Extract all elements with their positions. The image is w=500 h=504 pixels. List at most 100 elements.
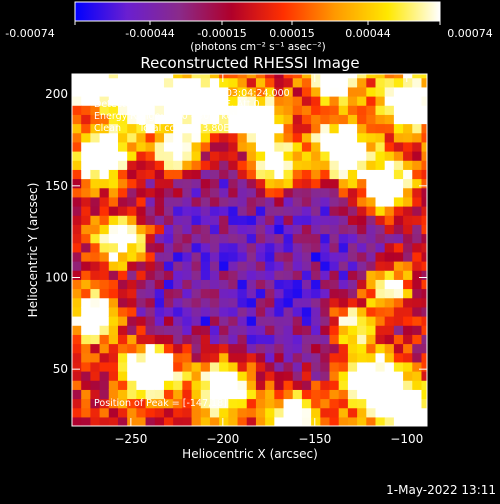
heatmap-cell	[366, 288, 377, 299]
heatmap-cell	[357, 407, 367, 418]
heatmap-cell	[347, 77, 358, 88]
heatmap-cell	[182, 86, 193, 97]
heatmap-cell	[375, 74, 386, 79]
heatmap-cell	[173, 105, 183, 115]
heatmap-cell	[90, 270, 101, 280]
heatmap-cell	[173, 316, 183, 326]
heatmap-cell	[366, 371, 377, 381]
heatmap-cell	[127, 242, 137, 253]
heatmap-cell	[255, 416, 266, 426]
heatmap-cell	[209, 151, 220, 161]
heatmap-cell	[117, 325, 128, 335]
heatmap-cell	[136, 206, 147, 216]
heatmap-cell	[320, 77, 331, 88]
heatmap-cell	[154, 279, 165, 290]
heatmap-cell	[292, 141, 303, 152]
heatmap-cell	[182, 334, 193, 345]
heatmap-cell	[329, 86, 340, 97]
heatmap-cell	[403, 306, 413, 317]
heatmap-cell	[246, 123, 257, 134]
heatmap-cell	[136, 288, 147, 299]
heatmap-cell	[265, 334, 275, 345]
heatmap-cell	[219, 105, 229, 115]
heatmap-cell	[357, 196, 367, 207]
heatmap-cell	[347, 416, 358, 426]
heatmap-cell	[182, 325, 193, 335]
heatmap-cell	[237, 233, 248, 244]
heatmap-cell	[209, 215, 220, 225]
heatmap-cell	[393, 196, 404, 207]
heatmap-cell	[127, 352, 137, 363]
heatmap-cell	[384, 352, 395, 363]
heatmap-cell	[127, 169, 137, 180]
heatmap-cell	[81, 270, 91, 280]
heatmap-cell	[421, 196, 427, 207]
heatmap-cell	[283, 242, 294, 253]
heatmap-cell	[108, 270, 119, 280]
heatmap-cell	[265, 306, 275, 317]
heatmap-cell	[384, 187, 395, 198]
heatmap-cell	[81, 325, 91, 335]
heatmap-cell	[90, 279, 101, 290]
heatmap-cell	[393, 352, 404, 363]
heatmap-cell	[228, 343, 239, 354]
heatmap-cell	[117, 74, 128, 79]
heatmap-cell	[228, 361, 239, 372]
heatmap-cell	[163, 160, 174, 170]
heatmap-cell	[219, 270, 229, 280]
heatmap-cell	[99, 77, 110, 88]
heatmap-cell	[347, 86, 358, 97]
heatmap-cell	[209, 288, 220, 299]
heatmap-cell	[357, 398, 367, 409]
heatmap-cell	[421, 306, 427, 317]
heatmap-cell	[292, 187, 303, 198]
heatmap-cell	[154, 398, 165, 409]
heatmap-cell	[81, 215, 91, 225]
heatmap-cell	[154, 178, 165, 189]
heatmap-cell	[72, 123, 82, 134]
heatmap-cell	[246, 74, 257, 79]
heatmap-cell	[301, 141, 312, 152]
heatmap-cell	[191, 416, 202, 426]
heatmap-cell	[329, 224, 340, 235]
heatmap-cell	[329, 160, 340, 170]
heatmap-cell	[237, 361, 248, 372]
heatmap-cell	[329, 361, 340, 372]
heatmap-cell	[163, 389, 174, 400]
heatmap-cell	[108, 316, 119, 326]
heatmap-cell	[403, 380, 413, 390]
heatmap-cell	[421, 77, 427, 88]
heatmap-cell	[311, 132, 321, 143]
heatmap-cell	[329, 178, 340, 189]
heatmap-cell	[421, 380, 427, 390]
heatmap-cell	[99, 325, 110, 335]
heatmap-cell	[347, 187, 358, 198]
heatmap-cell	[421, 132, 427, 143]
heatmap-cell	[265, 86, 275, 97]
heatmap-cell	[403, 215, 413, 225]
heatmap-cell	[246, 361, 257, 372]
heatmap-cell	[163, 141, 174, 152]
heatmap-cell	[283, 334, 294, 345]
heatmap-cell	[347, 123, 358, 134]
heatmap-cell	[329, 343, 340, 354]
heatmap-cell	[191, 371, 202, 381]
heatmap-cell	[311, 325, 321, 335]
heatmap-cell	[301, 160, 312, 170]
heatmap-cell	[375, 270, 386, 280]
heatmap-cell	[357, 316, 367, 326]
heatmap-cell	[81, 187, 91, 198]
heatmap-cell	[347, 160, 358, 170]
heatmap-cell	[292, 215, 303, 225]
heatmap-cell	[237, 279, 248, 290]
heatmap-cell	[182, 279, 193, 290]
heatmap-cell	[99, 74, 110, 79]
heatmap-cell	[90, 169, 101, 180]
heatmap-cell	[292, 123, 303, 134]
heatmap-cell	[255, 160, 266, 170]
heatmap-cell	[311, 361, 321, 372]
heatmap-cell	[384, 132, 395, 143]
heatmap-cell	[81, 233, 91, 244]
heatmap-cell	[347, 352, 358, 363]
heatmap-cell	[292, 334, 303, 345]
